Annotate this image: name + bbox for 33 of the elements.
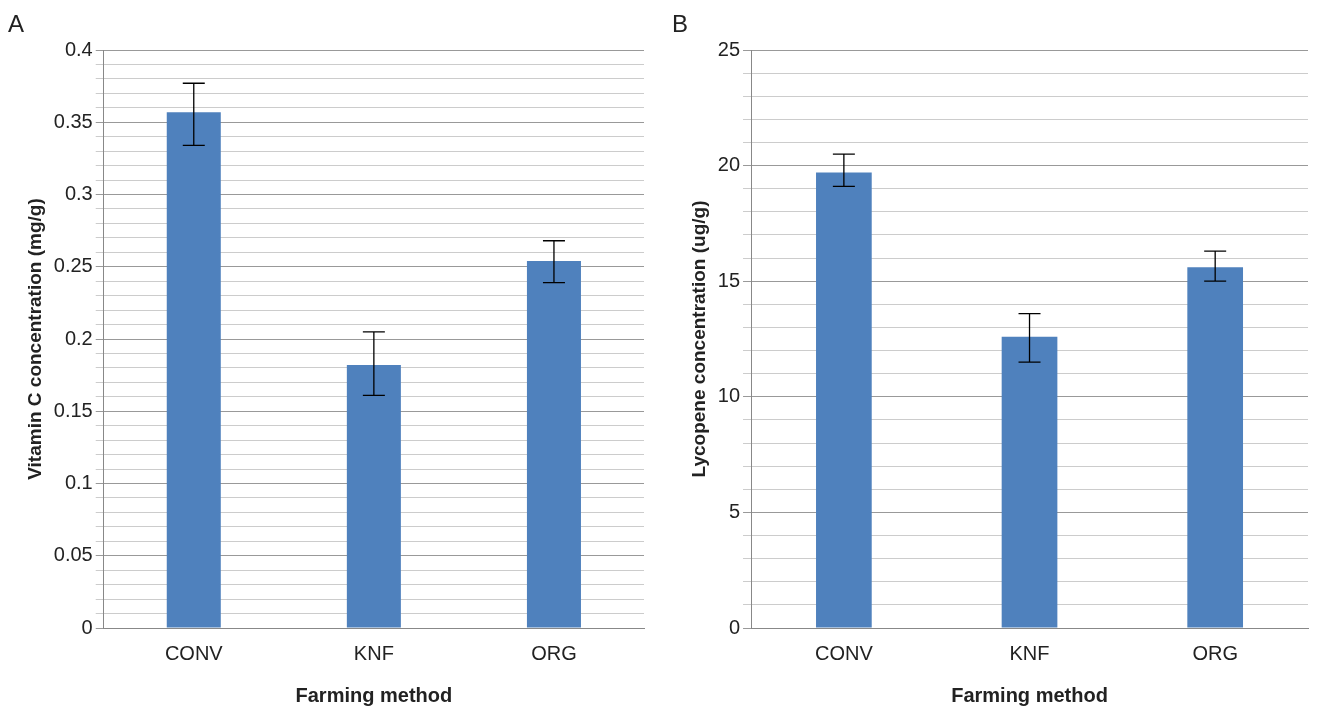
- bar: [346, 365, 401, 628]
- y-tick-label: 15: [717, 268, 741, 291]
- x-tick-label: KNF: [353, 641, 394, 664]
- y-axis-title: Lycopene concentration (ug/g): [687, 200, 709, 478]
- y-tick-label: 0.2: [64, 326, 93, 349]
- x-axis-title: Farming method: [951, 683, 1108, 706]
- bar: [1001, 336, 1058, 628]
- bar: [1187, 267, 1244, 628]
- x-tick-label: CONV: [814, 641, 874, 664]
- y-tick-label: 20: [717, 153, 741, 176]
- y-tick-label: 0.4: [64, 37, 93, 60]
- x-tick-label: CONV: [164, 641, 224, 664]
- y-tick-label: 0.05: [53, 543, 93, 566]
- text: B: [672, 10, 689, 38]
- y-tick-label: 0: [81, 615, 93, 638]
- y-tick-label: 0: [728, 615, 741, 638]
- y-tick-label: 0.3: [64, 182, 93, 205]
- y-tick-label: 10: [717, 384, 741, 407]
- y-tick-label: 0.15: [53, 398, 93, 421]
- x-axis-title: Farming method: [295, 683, 453, 706]
- y-tick-label: 5: [728, 499, 741, 522]
- y-tick-label: 0.35: [53, 109, 93, 132]
- y-tick-label: 0.25: [53, 254, 93, 277]
- x-tick-label: ORG: [1192, 641, 1238, 664]
- y-tick-label: 25: [717, 37, 741, 60]
- bar: [816, 172, 872, 628]
- x-tick-label: KNF: [1009, 641, 1050, 664]
- x-tick-label: ORG: [531, 641, 577, 664]
- bar: [526, 260, 581, 628]
- text: A: [8, 10, 25, 38]
- y-tick-label: 0.1: [64, 471, 93, 494]
- bar: [166, 112, 221, 628]
- y-axis-title: Vitamin C concentration (mg/g): [23, 198, 45, 480]
